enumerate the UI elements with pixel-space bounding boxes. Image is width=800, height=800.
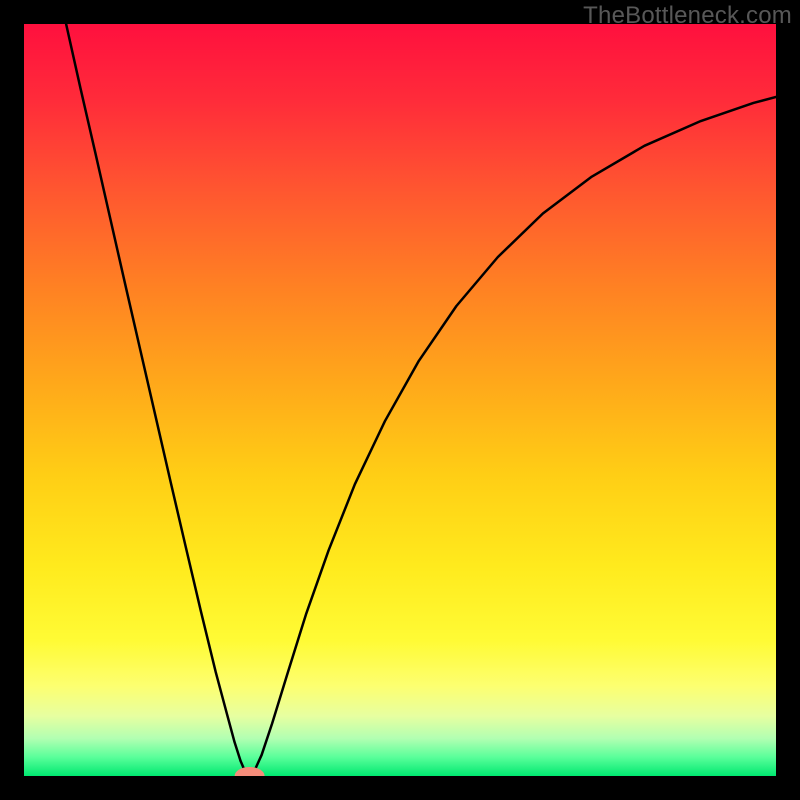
- watermark-text: TheBottleneck.com: [583, 2, 792, 30]
- bottleneck-chart: [0, 0, 800, 800]
- chart-container: TheBottleneck.com: [0, 0, 800, 800]
